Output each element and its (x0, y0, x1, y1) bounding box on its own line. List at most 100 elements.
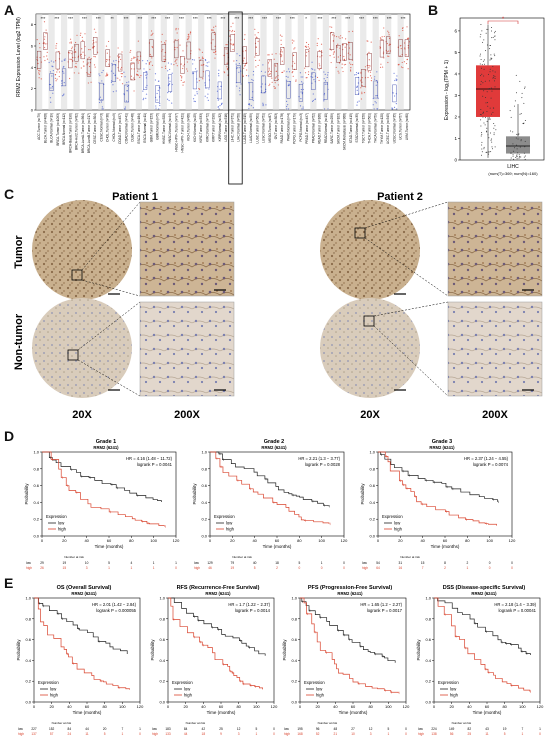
d-km-risk-low: 10 (85, 561, 89, 565)
panel-a-point (134, 56, 136, 59)
panel-a-point (343, 64, 345, 66)
panel-a-category: COAD.Tumor (n=457) (118, 113, 122, 144)
panel-b-point-normal (509, 145, 511, 147)
panel-b-point-tumor (480, 135, 482, 137)
e-km-legend-high: high (450, 693, 459, 698)
panel-a-point (174, 39, 176, 41)
d-km-hr: HR = 2.21 (1.3 − 3.77) (298, 456, 340, 461)
panel-a-point (45, 32, 47, 35)
panel-a-category: STAD.Normal (n=35) (355, 113, 359, 143)
panel-b-ytick: 4 (454, 71, 457, 76)
panel-b-point-tumor (485, 97, 487, 99)
panel-a-point (133, 57, 135, 59)
panel-a-point (349, 62, 351, 64)
d-km-risk-low: 54 (376, 561, 380, 565)
panel-a-point (361, 93, 363, 95)
panel-a-point (218, 108, 220, 110)
panel-a-box (205, 70, 210, 89)
panel-a-point (205, 59, 207, 62)
panel-a-point (330, 61, 332, 64)
panel-a-point (304, 67, 306, 69)
e-km-gene: RRM2 (6241) (71, 591, 97, 596)
panel-b-point-normal (520, 156, 522, 158)
e-km-risk-high: 10 (351, 732, 355, 736)
panel-a-point (216, 90, 219, 92)
e-km-risk-high: 1 (255, 732, 257, 736)
panel-a-point (121, 73, 123, 75)
panel-b-point-normal (511, 152, 513, 154)
panel-a-point (286, 71, 288, 73)
panel-a-point (64, 59, 66, 61)
e-km-plot-3: DSS (Disease-specific Survival)RRM2 (624… (416, 585, 544, 736)
panel-b-point-tumor (491, 113, 493, 115)
e-km-risk-high: 5 (504, 732, 506, 736)
e-km-risk-title: Number at risk (452, 721, 472, 725)
panel-b-point-tumor (488, 80, 490, 82)
panel-a-point (112, 84, 114, 86)
panel-a-sig-mark: *** (96, 16, 101, 21)
d-km-risk-high: 2 (276, 566, 278, 570)
panel-a-point (314, 98, 316, 100)
panel-b-point-normal (518, 154, 520, 156)
panel-a-point (57, 69, 59, 71)
panel-a-point (158, 108, 160, 110)
panel-a-point (280, 54, 282, 56)
panel-a-point (352, 30, 354, 32)
d-km-legend-title: Expression (46, 514, 67, 519)
panel-b-point-normal (523, 152, 525, 154)
panel-a-point (346, 43, 348, 46)
d-km-risk-high: 46 (208, 566, 212, 570)
panel-a-point (46, 58, 49, 60)
panel-b-tumor-box (476, 65, 500, 117)
e-km-legend-title: Expression (438, 680, 459, 685)
panel-a-point (98, 101, 101, 104)
panel-a-box (348, 42, 353, 60)
panel-a-box (298, 84, 303, 102)
panel-a-box (55, 51, 60, 70)
panel-b-point-tumor (482, 111, 484, 113)
d-km-ytick: 0.6 (369, 483, 375, 488)
panel-a-point (149, 53, 151, 56)
panel-a-point (226, 69, 229, 71)
panel-a-point (145, 97, 147, 99)
panel-b-point-normal (513, 150, 515, 152)
d-km-legend-high: high (226, 527, 235, 532)
panel-a-point (250, 105, 252, 107)
panel-b-point-tumor (485, 151, 487, 153)
panel-a-point (105, 59, 108, 61)
panel-a-point (280, 55, 282, 58)
panel-a-point (316, 76, 319, 79)
panel-b-point-tumor (482, 41, 484, 43)
panel-a-point (236, 60, 238, 62)
d-km-pvalue: logrank P = 0.0041 (137, 462, 173, 467)
panel-a-point (157, 80, 160, 82)
d-km-title: Grade 3 (432, 439, 452, 445)
panel-b-point-tumor (486, 44, 488, 46)
e-km-risk-low: 12 (237, 727, 241, 731)
panel-a-point (376, 71, 378, 73)
panel-a-point (262, 105, 264, 107)
d-km-risk-low: 2 (466, 561, 468, 565)
panel-a-point (214, 33, 216, 36)
panel-a-point (255, 59, 257, 62)
panel-a-point (350, 63, 352, 65)
e-km-risk-high: 3 (370, 732, 372, 736)
panel-a-point (320, 43, 323, 45)
d-km-risk-high: 0 (489, 566, 491, 570)
panel-a-category: BRCA-LumA.Tumor (n=564) (81, 113, 85, 153)
panel-a-point (130, 63, 133, 65)
panel-b-point-tumor (479, 55, 481, 57)
e-km-risk-high: 21 (334, 732, 338, 736)
e-km-ytick: 0.0 (291, 700, 297, 705)
e-km-xlabel: Time (months) (73, 710, 102, 715)
panel-a-category: TGCT.Tumor (n=150) (361, 113, 365, 143)
e-km-risk-title: Number at risk (52, 721, 72, 725)
e-km-risk-high: 3 (238, 732, 240, 736)
panel-a-point (388, 55, 390, 58)
panel-a-point (300, 91, 302, 93)
e-km-risk-low: 183 (165, 727, 171, 731)
panel-a-point (324, 73, 326, 75)
panel-a-point (44, 46, 46, 49)
panel-label-b: B (428, 2, 439, 18)
panel-a-point (192, 63, 194, 65)
